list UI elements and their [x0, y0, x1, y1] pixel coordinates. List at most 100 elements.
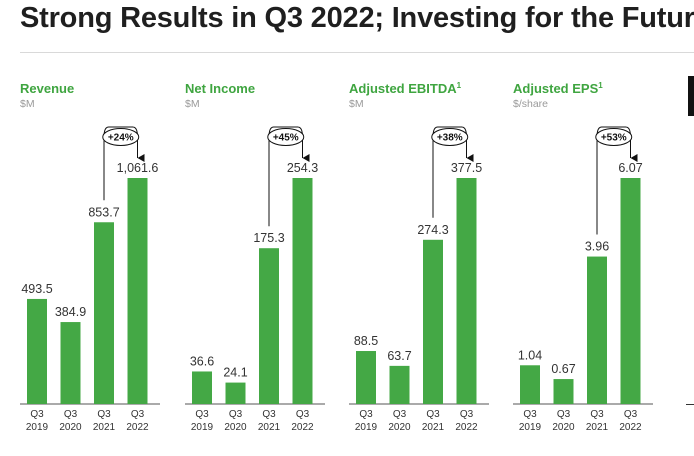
x-tick-label: Q3 2019 [26, 409, 49, 433]
x-tick-label: Q3 2020 [224, 409, 247, 433]
x-tick-label-line: Q3 [97, 409, 111, 420]
x-tick-label: Q3 2019 [355, 409, 378, 433]
x-tick-label: Q3 2020 [388, 409, 411, 433]
x-tick-label: Q3 2021 [258, 409, 281, 433]
growth-label: +24% [108, 133, 134, 144]
bar [60, 322, 81, 404]
bar [423, 239, 443, 404]
chart-unit: $M [349, 98, 364, 110]
x-tick-label-line: 2021 [586, 422, 609, 433]
chart-title-text: Net Income [185, 81, 255, 96]
bar [192, 371, 212, 404]
bar [356, 351, 376, 404]
x-tick-label: Q3 2021 [93, 409, 116, 433]
chart-title-superscript: 1 [457, 81, 462, 90]
x-tick-label: Q3 2019 [191, 409, 214, 433]
growth-label: +45% [273, 133, 299, 144]
growth-bubble [267, 128, 305, 146]
chart-panel-2: Net Income $M 36.6 Q3 2019 24.1 Q3 2020 175.3 Q3 2… [185, 81, 325, 433]
x-tick-label: Q3 2022 [126, 409, 149, 433]
bar [292, 178, 313, 404]
x-tick-label: Q3 2022 [455, 409, 478, 433]
x-tick-label-line: 2019 [355, 422, 378, 433]
x-tick-label-line: Q3 [64, 409, 78, 420]
growth-bubble [595, 128, 633, 146]
data-label: 377.5 [451, 161, 482, 175]
bar [620, 178, 641, 404]
data-label: 63.7 [387, 349, 411, 363]
data-label: 274.3 [417, 223, 448, 237]
data-label: 493.5 [21, 282, 52, 296]
x-tick-label-line: 2019 [519, 422, 542, 433]
bar [225, 382, 246, 404]
page-title: Strong Results in Q3 2022; Investing for… [20, 2, 694, 34]
x-tick-label-line: Q3 [426, 409, 440, 420]
growth-label: +38% [437, 133, 463, 144]
x-tick-label-line: 2020 [552, 422, 575, 433]
data-label: 24.1 [223, 366, 247, 380]
x-tick-label-line: Q3 [359, 409, 373, 420]
bar [587, 256, 607, 404]
x-tick-label-line: 2022 [291, 422, 314, 433]
data-label: 6.07 [618, 161, 642, 175]
x-tick-label-line: Q3 [557, 409, 571, 420]
data-label: 384.9 [55, 305, 86, 319]
x-tick-label-line: 2020 [224, 422, 247, 433]
x-tick-label-line: 2022 [619, 422, 642, 433]
chart-unit: $/share [513, 98, 548, 110]
x-tick-label-line: Q3 [523, 409, 537, 420]
data-label: 175.3 [253, 231, 284, 245]
bar [389, 365, 410, 404]
data-label: 0.67 [551, 362, 575, 376]
x-tick-label-line: Q3 [590, 409, 604, 420]
bar [27, 298, 47, 404]
x-tick-label-line: 2019 [26, 422, 49, 433]
x-tick-label-line: Q3 [195, 409, 209, 420]
x-tick-label: Q3 2021 [422, 409, 445, 433]
chart-panel-3: Adjusted EBITDA1 $M 88.5 Q3 2019 63.7 Q3 2020 27… [349, 81, 489, 433]
title-divider [20, 52, 694, 53]
bar [456, 178, 477, 404]
chart-unit: $M [185, 98, 200, 110]
chart-unit: $M [20, 98, 35, 110]
chart-title: Adjusted EPS1 [513, 81, 603, 96]
x-tick-label-line: Q3 [460, 409, 474, 420]
growth-bubble [102, 128, 140, 146]
chart-title: Revenue [20, 81, 74, 96]
x-tick-label-line: 2021 [258, 422, 281, 433]
chart-title-text: Adjusted EPS [513, 81, 599, 96]
chart-title: Net Income [185, 81, 255, 96]
x-tick-label-line: 2020 [388, 422, 411, 433]
side-panel-baseline [686, 404, 694, 405]
data-label: 254.3 [287, 161, 318, 175]
x-tick-label-line: 2022 [126, 422, 149, 433]
data-label: 1,061.6 [117, 161, 159, 175]
data-label: 853.7 [88, 205, 119, 219]
x-tick-label: Q3 2022 [619, 409, 642, 433]
chart-panel-1: Revenue $M 493.5 Q3 2019 384.9 Q3 2020 853.7 Q3 20… [20, 81, 160, 433]
x-tick-label-line: 2022 [455, 422, 478, 433]
data-label: 36.6 [190, 354, 214, 368]
x-tick-label-line: 2020 [59, 422, 82, 433]
x-tick-label-line: Q3 [30, 409, 44, 420]
growth-bubble [431, 128, 469, 146]
x-tick-label-line: Q3 [131, 409, 145, 420]
x-tick-label: Q3 2020 [552, 409, 575, 433]
x-tick-label: Q3 2021 [586, 409, 609, 433]
chart-title-text: Adjusted EBITDA [349, 81, 457, 96]
x-tick-label-line: Q3 [393, 409, 407, 420]
chart-title-superscript: 1 [598, 81, 603, 90]
bar [553, 379, 574, 404]
x-tick-label: Q3 2022 [291, 409, 314, 433]
x-tick-label-line: Q3 [296, 409, 310, 420]
x-tick-label-line: Q3 [229, 409, 243, 420]
bar [259, 248, 279, 404]
bar [94, 222, 114, 404]
x-tick-label: Q3 2019 [519, 409, 542, 433]
data-label: 88.5 [354, 334, 378, 348]
x-tick-label-line: Q3 [262, 409, 276, 420]
bar [520, 365, 540, 404]
x-tick-label-line: Q3 [624, 409, 638, 420]
x-tick-label-line: 2021 [93, 422, 116, 433]
